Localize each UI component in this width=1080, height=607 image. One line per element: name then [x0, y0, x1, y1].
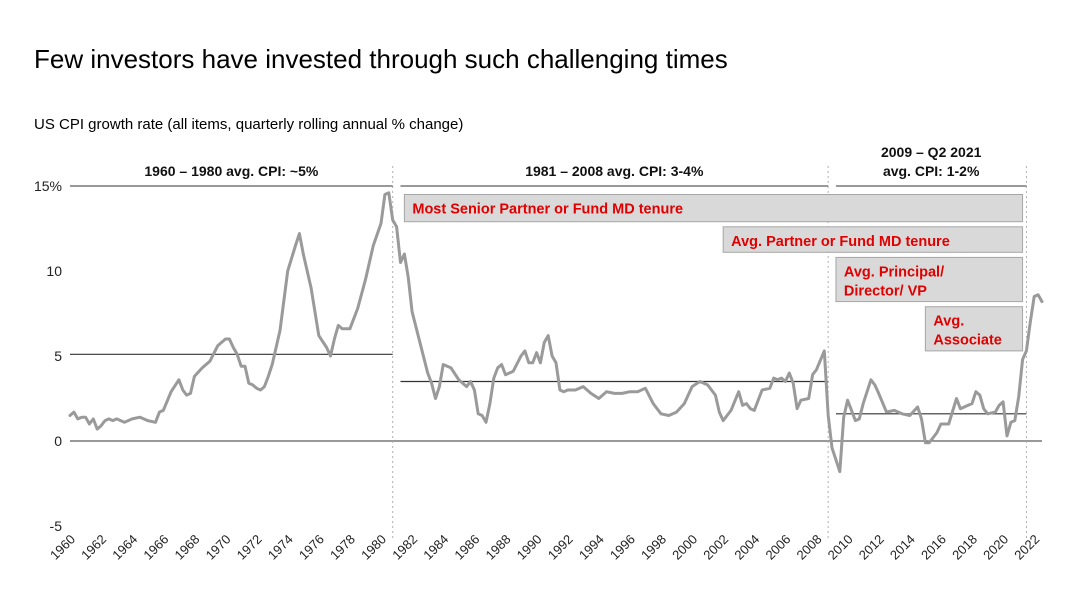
tenure-box-label: Director/ VP	[844, 283, 927, 299]
tenure-box-2	[835, 256, 1024, 303]
chart-subtitle: US CPI growth rate (all items, quarterly…	[34, 116, 464, 133]
x-tick-label: 2000	[669, 532, 700, 563]
slide-title: Few investors have invested through such…	[34, 44, 728, 74]
x-tick-label: 1974	[265, 532, 296, 563]
x-tick-label: 2008	[794, 532, 825, 563]
tenure-box-0	[403, 194, 1024, 223]
era-label: avg. CPI: 1-2%	[883, 163, 980, 179]
x-tick-label: 1990	[514, 532, 545, 563]
tenure-box-label: Associate	[933, 333, 1002, 349]
x-tick-label: 1996	[607, 532, 638, 563]
x-tick-label: 1986	[451, 532, 482, 563]
x-tick-label: 1962	[78, 532, 109, 563]
x-tick-label: 2022	[1011, 532, 1042, 563]
y-tick-label: 0	[54, 433, 62, 449]
tenure-box-label: Avg.	[933, 314, 964, 330]
x-tick-label: 1972	[234, 532, 265, 563]
x-tick-label: 1964	[109, 532, 140, 563]
tenure-box-1	[722, 226, 1024, 253]
tenure-box-3	[924, 306, 1024, 352]
x-tick-label: 1994	[576, 532, 607, 563]
x-tick-label: 2004	[731, 532, 762, 563]
x-tick-label: 1960	[47, 532, 78, 563]
era-label: 2009 – Q2 2021	[881, 144, 982, 160]
y-tick-label: 15%	[34, 178, 62, 194]
x-tick-label: 2020	[980, 532, 1011, 563]
cpi-series-line	[68, 191, 1044, 474]
x-tick-label: 1984	[420, 532, 451, 563]
x-tick-label: 1978	[327, 532, 358, 563]
x-tick-label: 1998	[638, 532, 669, 563]
tenure-box-label: Avg. Principal/	[844, 264, 944, 280]
x-tick-label: 2002	[700, 532, 731, 563]
x-tick-label: 2014	[887, 532, 918, 563]
era-label: 1981 – 2008 avg. CPI: 3-4%	[525, 163, 704, 179]
x-tick-label: 1966	[140, 532, 171, 563]
tenure-box-label: Most Senior Partner or Fund MD tenure	[412, 202, 683, 218]
x-tick-label: 2010	[825, 532, 856, 563]
y-tick-label: -5	[50, 518, 63, 534]
y-tick-label: 10	[46, 263, 62, 279]
x-tick-label: 2018	[949, 532, 980, 563]
x-tick-label: 2012	[856, 532, 887, 563]
x-tick-label: 1982	[389, 532, 420, 563]
x-tick-label: 1980	[358, 532, 389, 563]
x-tick-label: 1976	[296, 532, 327, 563]
era-label: 1960 – 1980 avg. CPI: ~5%	[144, 163, 318, 179]
y-tick-label: 5	[54, 348, 62, 364]
x-tick-label: 1992	[545, 532, 576, 563]
x-tick-label: 2016	[918, 532, 949, 563]
x-tick-label: 1970	[203, 532, 234, 563]
x-tick-label: 1988	[483, 532, 514, 563]
x-tick-label: 2006	[762, 532, 793, 563]
x-tick-label: 1968	[171, 532, 202, 563]
tenure-box-label: Avg. Partner or Fund MD tenure	[731, 234, 950, 250]
